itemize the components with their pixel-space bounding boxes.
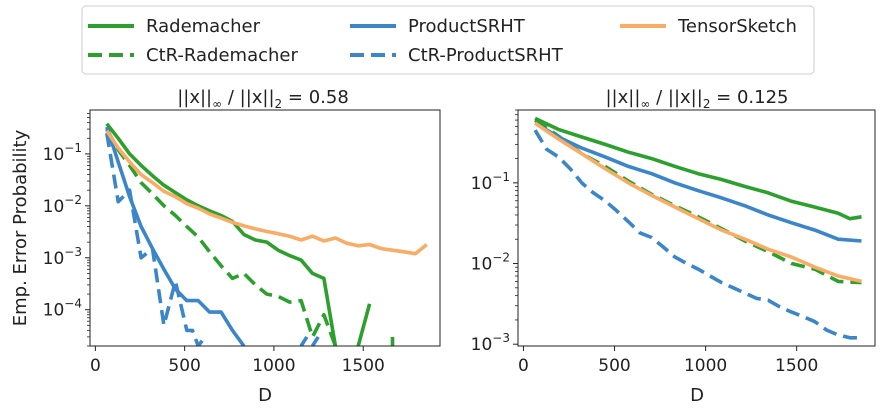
left-chart-series-ctr-rademacher-segment-0 [105,128,338,346]
left-chart-x-axis-label: D [258,385,272,406]
left-chart-y-tick-label-0: 10−4 [43,297,82,321]
left-chart-x-tick-label-0: 0 [90,356,101,376]
legend-label-rademacher: Rademacher [146,16,261,37]
right-chart-series-productsrht-segment-0 [534,121,862,243]
right-chart-panel: ||x||∞ / ||x||2 = 0.125 D 0 500 1000 1500 10… [471,87,876,406]
left-chart-y-axis-label: Emp. Error Probability [10,129,31,326]
right-chart-title: ||x||∞ / ||x||2 = 0.125 [605,87,788,111]
left-chart-y-tick-label-3: 10−1 [43,141,82,165]
right-chart-x-tick-label-2: 1000 [684,356,727,376]
right-chart-series-tensorsketch-segment-0 [534,121,862,284]
legend-label-tensorsketch: TensorSketch [677,16,797,37]
right-chart-x-axis-label: D [690,385,704,406]
left-chart-series-rademacher-segment-0 [105,122,338,346]
left-chart-y-tick-label-1: 10−3 [43,245,82,269]
right-chart-frame [517,109,876,347]
right-chart-y-tick-label-2: 10−1 [471,170,510,194]
left-chart-series-rademacher-segment-1 [356,303,372,346]
left-chart-y-tick-label-2: 10−2 [43,193,82,217]
left-chart-x-tick-label-2: 1000 [252,356,295,376]
left-chart-series-productsrht-segment-2 [310,335,320,346]
right-chart-series-rademacher-segment-0 [534,116,862,221]
right-chart-plot-area: 0 500 1000 1500 10−3 10−2 10−1 [471,109,862,376]
left-chart-panel: ||x||∞ / ||x||2 = 0.58 Emp. Error Probab… [10,87,441,406]
right-chart-series-group [533,116,862,340]
left-chart-title: ||x||∞ / ||x||2 = 0.58 [177,87,349,111]
legend-label-ctr-productsrht: CtR-ProductSRHT [408,45,564,66]
right-chart-x-tick-label-0: 0 [518,356,529,376]
right-chart-series-ctr-productsrht-segment-0 [533,129,862,340]
legend-frame [81,5,815,75]
right-chart-y-tick-label-1: 10−2 [471,251,510,275]
left-chart-x-tick-label-3: 1500 [342,356,385,376]
left-chart-series-group [105,122,428,346]
left-chart-series-productsrht-segment-1 [299,335,309,346]
right-chart-y-tick-label-0: 10−3 [471,331,510,355]
left-chart-plot-area: 0 500 1000 1500 10−4 10−3 10−2 10−1 [43,113,428,376]
legend-label-ctr-rademacher: CtR-Rademacher [146,45,298,66]
left-chart-series-ctr-productsrht-segment-0 [105,132,206,346]
right-chart-x-tick-label-1: 500 [598,356,630,376]
left-chart-frame [89,109,441,347]
left-chart-x-tick-label-1: 500 [168,356,200,376]
legend: Rademacher CtR-Rademacher ProductSRHT Ct… [81,5,815,75]
left-chart-series-tensorsketch-segment-0 [105,129,428,256]
right-chart-x-tick-label-3: 1500 [775,356,818,376]
legend-label-productsrht: ProductSRHT [408,16,526,37]
right-chart-series-ctr-rademacher-segment-0 [534,118,862,285]
